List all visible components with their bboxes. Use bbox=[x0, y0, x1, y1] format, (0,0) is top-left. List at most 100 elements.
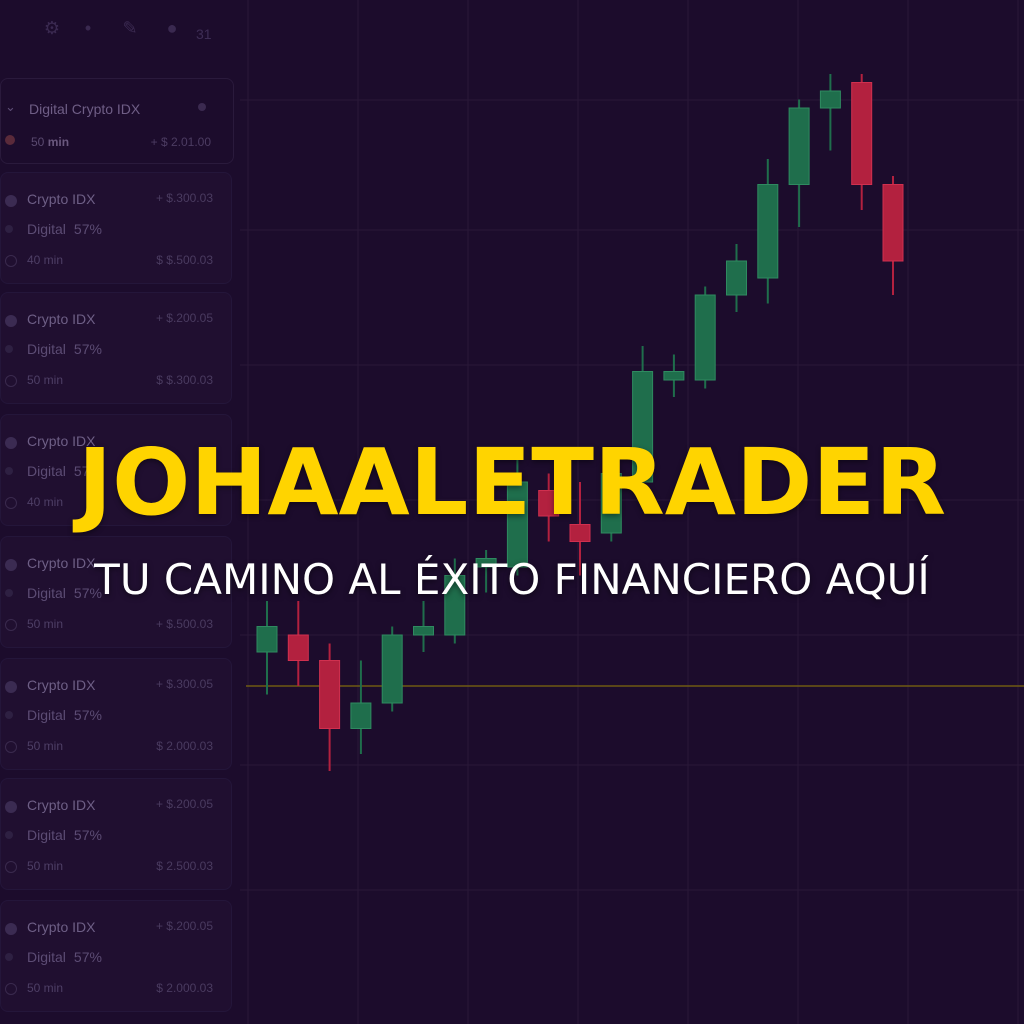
clock-icon bbox=[5, 741, 17, 753]
candle bbox=[287, 601, 309, 686]
candle-body-bearish bbox=[882, 184, 904, 262]
notification-count: 31 bbox=[196, 26, 212, 42]
candle bbox=[632, 346, 654, 491]
asset-card[interactable]: Crypto IDX Digital 57% 40 min bbox=[0, 414, 232, 526]
plus-icon bbox=[5, 467, 13, 475]
asset-price: + $.300.05 bbox=[155, 677, 213, 691]
candle bbox=[319, 643, 341, 771]
gear-icon[interactable]: ⚙ bbox=[43, 18, 61, 38]
candle-body-bullish bbox=[694, 294, 716, 381]
candle-body-bearish bbox=[569, 524, 591, 542]
asset-icon bbox=[5, 437, 17, 449]
asset-type: Digital 57% bbox=[27, 463, 102, 479]
asset-icon bbox=[5, 923, 17, 935]
candle bbox=[381, 626, 403, 712]
candle bbox=[851, 74, 873, 210]
candle-body-bullish bbox=[350, 702, 372, 729]
candle-body-bullish bbox=[757, 184, 779, 279]
plus-icon bbox=[5, 589, 13, 597]
asset-icon bbox=[5, 801, 17, 813]
candle-body-bullish bbox=[256, 626, 278, 653]
candle bbox=[757, 159, 779, 304]
asset-card[interactable]: Crypto IDX + $.300.03 Digital 57% 40 min … bbox=[0, 172, 232, 284]
candle-body-bullish bbox=[726, 260, 747, 296]
asset-card[interactable]: Crypto IDX Digital 57% 50 min + $.500.03 bbox=[0, 536, 232, 648]
clock-icon bbox=[5, 375, 17, 387]
asset-payout: $ $.300.03 bbox=[156, 373, 213, 387]
asset-name: Crypto IDX bbox=[27, 677, 96, 693]
asset-card[interactable]: Crypto IDX + $.300.05 Digital 57% 50 min … bbox=[0, 658, 232, 770]
clock-icon bbox=[5, 861, 17, 873]
clock-icon bbox=[5, 497, 17, 509]
brand-tagline: TU CAMINO AL ÉXITO FINANCIERO AQUÍ bbox=[94, 555, 930, 604]
candle-body-bullish bbox=[788, 107, 810, 185]
asset-name: Crypto IDX bbox=[27, 433, 96, 449]
candle bbox=[413, 601, 434, 652]
timer-icon bbox=[5, 135, 15, 145]
asset-filter[interactable]: ⌄ Digital Crypto IDX 50 min + $ 2.01.00 bbox=[0, 78, 234, 164]
candle bbox=[538, 473, 560, 542]
asset-price: + $.200.05 bbox=[155, 919, 213, 933]
asset-duration: 50 min bbox=[27, 739, 64, 753]
candle-body-bullish bbox=[819, 90, 841, 109]
asset-card[interactable]: Crypto IDX + $.200.05 Digital 57% 50 min … bbox=[0, 778, 232, 890]
asset-payout: $ 2.500.03 bbox=[156, 859, 213, 873]
asset-icon bbox=[5, 681, 17, 693]
plus-icon bbox=[5, 225, 13, 233]
chevron-down-icon[interactable]: ⌄ bbox=[5, 99, 16, 114]
candlestick-chart[interactable] bbox=[240, 0, 1024, 1024]
asset-card[interactable]: Crypto IDX + $.200.05 Digital 57% 50 min … bbox=[0, 292, 232, 404]
pencil-icon[interactable]: ✎ bbox=[122, 18, 138, 38]
plus-icon bbox=[5, 711, 13, 719]
candle-body-bearish bbox=[287, 634, 309, 661]
candle-body-bullish bbox=[475, 558, 497, 568]
asset-name: Crypto IDX bbox=[27, 555, 96, 571]
asset-payout: $ $.500.03 bbox=[156, 253, 213, 267]
asset-duration: 40 min bbox=[27, 495, 64, 509]
asset-duration: 50 min bbox=[27, 373, 64, 387]
candle bbox=[569, 482, 591, 576]
asset-duration: 50 min bbox=[27, 617, 64, 631]
candle bbox=[663, 354, 685, 397]
candle-body-bearish bbox=[851, 82, 873, 185]
clock-icon bbox=[5, 983, 17, 995]
asset-price: + $.200.05 bbox=[155, 311, 213, 325]
filter-title: Digital Crypto IDX bbox=[29, 101, 141, 117]
plus-icon bbox=[5, 345, 13, 353]
asset-type: Digital 57% bbox=[27, 221, 102, 237]
asset-card[interactable]: Crypto IDX + $.200.05 Digital 57% 50 min … bbox=[0, 900, 232, 1012]
clock-icon bbox=[5, 255, 17, 267]
top-toolbar: ⚙ • ✎ ● 31 bbox=[0, 0, 240, 60]
drop-icon[interactable]: ● bbox=[166, 18, 178, 38]
asset-name: Crypto IDX bbox=[27, 797, 96, 813]
candle bbox=[788, 99, 810, 227]
asset-name: Crypto IDX bbox=[27, 311, 96, 327]
candles-group bbox=[256, 74, 904, 771]
settings-dot-icon[interactable] bbox=[198, 103, 206, 111]
asset-duration: 50 min bbox=[27, 859, 64, 873]
candle-body-bullish bbox=[600, 473, 622, 534]
plus-icon bbox=[5, 953, 13, 961]
candle-body-bullish bbox=[632, 371, 654, 483]
candle bbox=[350, 660, 372, 754]
asset-price: + $.300.03 bbox=[155, 191, 213, 205]
filter-price: + $ 2.01.00 bbox=[150, 135, 211, 149]
asset-type: Digital 57% bbox=[27, 707, 102, 723]
chart-grid bbox=[240, 0, 1024, 1024]
candle bbox=[694, 286, 716, 389]
candle bbox=[726, 244, 747, 312]
brand-title: JOHAALETRADER bbox=[77, 429, 947, 536]
asset-icon bbox=[5, 315, 17, 327]
asset-sidebar: ⌄ Digital Crypto IDX 50 min + $ 2.01.00 … bbox=[0, 72, 236, 1024]
asset-type: Digital 57% bbox=[27, 585, 102, 601]
candle-body-bearish bbox=[538, 490, 560, 517]
candle bbox=[819, 74, 841, 151]
plus-icon bbox=[5, 831, 13, 839]
candle bbox=[444, 558, 466, 644]
filter-duration: 50 min bbox=[31, 135, 70, 149]
dot-icon[interactable]: • bbox=[84, 18, 92, 38]
candle-body-bearish bbox=[319, 660, 341, 729]
asset-payout: $ 2.000.03 bbox=[156, 739, 213, 753]
asset-type: Digital 57% bbox=[27, 949, 102, 965]
candle bbox=[882, 176, 904, 295]
